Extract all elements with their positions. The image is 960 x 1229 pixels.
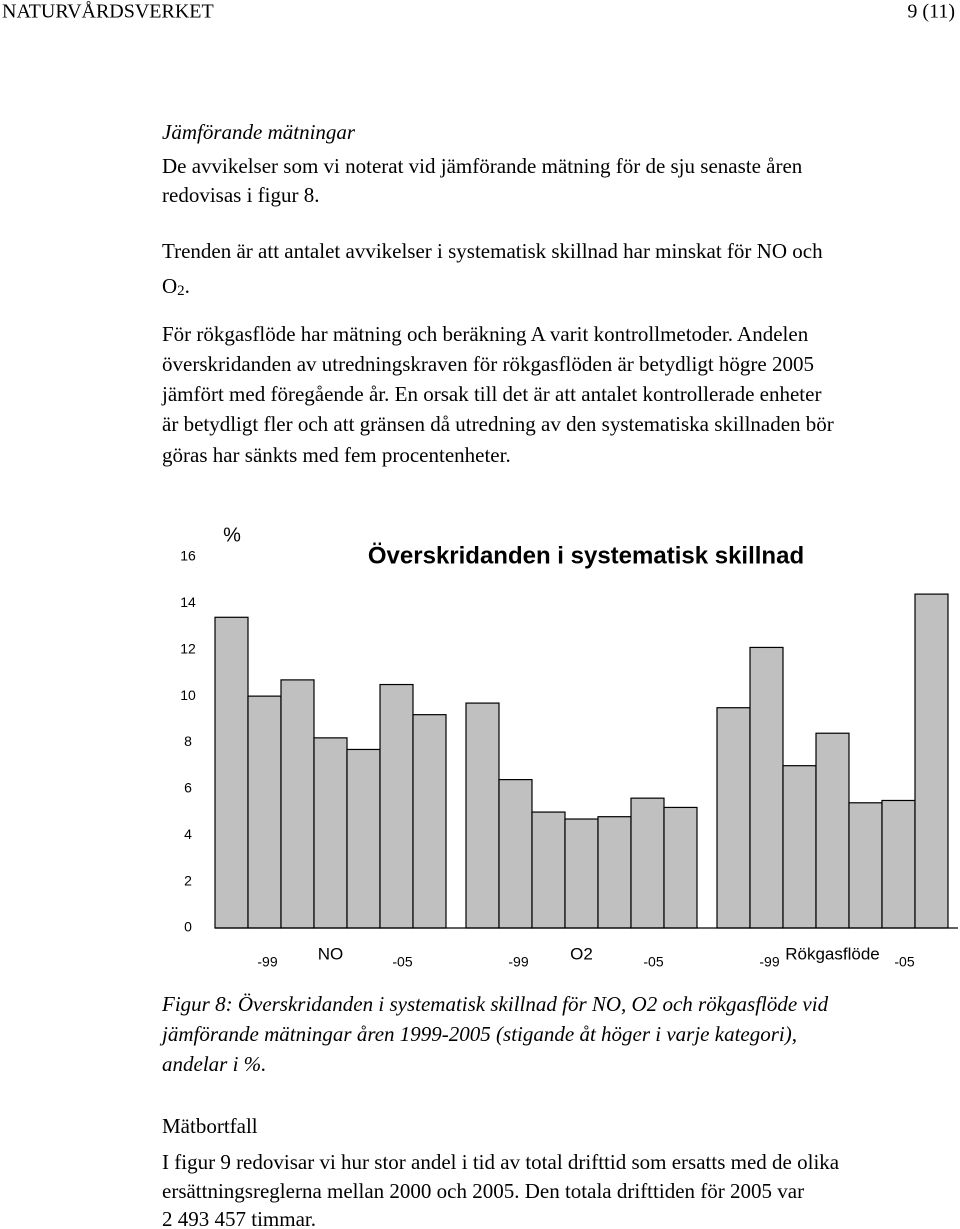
bar (498, 778, 533, 929)
y-tick-label: 4 (184, 826, 192, 842)
text-line: göras har sänkts med fem procentenheter. (162, 443, 511, 467)
x-tick-label: -05 (392, 954, 412, 970)
text-line: jämförande mätningar åren 1999-2005 (sti… (159, 1022, 797, 1046)
y-tick-label: 12 (180, 640, 196, 656)
group-label: O2 (570, 944, 593, 963)
text-line: redovisas i figur 8. (162, 183, 319, 207)
y-tick-label: 10 (180, 687, 196, 703)
bar (782, 765, 817, 929)
header-left: NATURVÅRDSVERKET (2, 1, 214, 23)
text-line: Trenden är att antalet avvikelser i syst… (162, 239, 823, 263)
bar (346, 748, 381, 929)
text-line: I figur 9 redovisar vi hur stor andel i … (162, 1150, 840, 1174)
text-line: 2 493 457 timmar. (162, 1207, 316, 1229)
bar (848, 802, 883, 929)
text-line: För rökgasflöde har mätning och beräknin… (162, 322, 809, 346)
bar (412, 714, 447, 929)
text-line: andelar i %. (162, 1052, 266, 1076)
bar (749, 646, 784, 929)
y-tick-label: 2 (184, 872, 192, 888)
y-tick-label: 0 (184, 919, 192, 935)
heading: Mätbortfall (162, 1114, 258, 1138)
x-tick-label: -99 (508, 954, 528, 970)
bar (716, 707, 751, 929)
bar (630, 797, 665, 929)
bar (564, 818, 599, 929)
text-line: ersättningsreglerna mellan 2000 och 2005… (162, 1179, 804, 1203)
x-tick-label: -99 (759, 954, 779, 970)
text-line: Figur 8: Överskridanden i systematisk sk… (161, 992, 829, 1016)
chart-title: Överskridanden i systematisk skillnad (368, 542, 804, 569)
text-line: O2. (162, 274, 190, 300)
bar (663, 806, 698, 929)
bar (815, 732, 850, 929)
heading: Jämförande mätningar (162, 120, 356, 144)
x-tick-label: -05 (894, 954, 914, 970)
group-label: NO (318, 944, 344, 963)
bar (280, 679, 315, 929)
bar (597, 816, 632, 929)
y-axis-label: % (223, 524, 241, 546)
y-tick-label: 6 (184, 780, 192, 796)
text-line: är betydligt fler och att gränsen då utr… (162, 412, 834, 436)
text-line: De avvikelser som vi noterat vid jämföra… (162, 154, 803, 178)
y-tick-label: 8 (184, 733, 192, 749)
bar (247, 695, 282, 929)
y-tick-label: 16 (180, 548, 196, 564)
y-tick-label: 14 (180, 594, 196, 610)
bar (313, 737, 348, 929)
bar (881, 799, 916, 929)
x-tick-label: -99 (257, 954, 277, 970)
x-tick-label: -05 (643, 954, 663, 970)
bar (465, 702, 500, 929)
bar (379, 683, 414, 929)
bar (914, 593, 949, 929)
text-line: jämfört med föregående år. En orsak till… (161, 382, 821, 406)
group-label: Rökgasflöde (785, 944, 880, 963)
subscript: 2 (177, 283, 185, 299)
text: . (185, 274, 190, 298)
bar (531, 811, 566, 929)
bar (214, 616, 249, 929)
header-right: 9 (11) (907, 1, 955, 23)
text-line: överskridanden av utredningskraven för r… (162, 352, 814, 376)
text: O (162, 274, 177, 298)
